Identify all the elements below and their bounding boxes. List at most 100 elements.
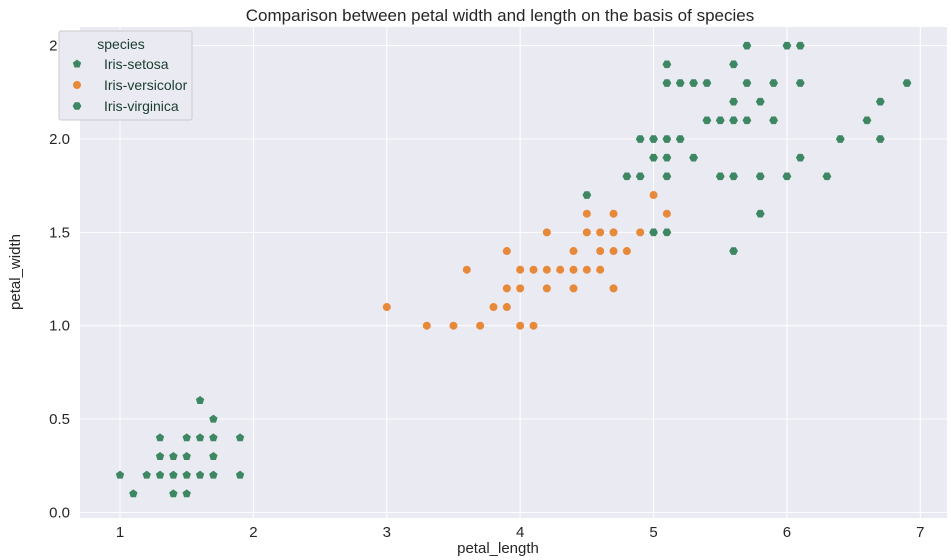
data-point xyxy=(195,433,205,442)
data-point xyxy=(596,247,605,256)
data-point xyxy=(169,489,178,498)
data-point xyxy=(542,228,551,237)
data-point xyxy=(529,265,538,274)
data-point xyxy=(155,470,165,479)
x-tick-label: 4 xyxy=(516,524,524,541)
data-point xyxy=(715,116,725,125)
data-point xyxy=(462,265,471,274)
data-point xyxy=(662,153,672,162)
data-point xyxy=(622,172,632,181)
data-point xyxy=(476,321,485,330)
legend-title: species xyxy=(97,36,144,52)
data-point xyxy=(542,265,551,274)
data-points xyxy=(115,41,912,498)
data-point xyxy=(729,60,738,69)
data-point xyxy=(782,172,792,181)
data-point xyxy=(715,172,725,181)
data-point xyxy=(209,451,218,460)
legend-entries: Iris-setosa Iris-versicolor Iris-virginica xyxy=(72,56,188,114)
data-point xyxy=(542,284,551,293)
data-point xyxy=(195,395,205,404)
data-point xyxy=(795,79,805,87)
data-point xyxy=(662,135,672,143)
data-point xyxy=(516,284,525,293)
data-point xyxy=(182,470,191,479)
y-tick-label: 1.0 xyxy=(49,318,70,335)
data-point xyxy=(662,228,672,237)
data-point xyxy=(729,97,738,106)
x-axis-label: petal_length xyxy=(457,540,539,557)
data-point xyxy=(596,265,605,274)
data-point xyxy=(582,209,591,218)
data-point xyxy=(769,116,778,125)
y-tick-label: 2.0 xyxy=(49,131,70,148)
data-point xyxy=(169,451,178,460)
legend-label: Iris-virginica xyxy=(104,98,179,114)
data-point xyxy=(129,489,138,498)
data-point xyxy=(689,153,698,162)
data-point xyxy=(649,228,658,237)
legend-marker xyxy=(73,81,81,89)
data-point xyxy=(209,414,218,423)
data-point xyxy=(782,41,792,50)
data-point xyxy=(235,470,245,479)
data-point xyxy=(422,321,431,330)
plot-area xyxy=(80,27,947,518)
data-point xyxy=(502,284,511,293)
data-point xyxy=(529,321,538,330)
series-Iris-versicolor xyxy=(382,191,671,330)
data-point xyxy=(182,489,191,498)
data-point xyxy=(209,470,218,479)
data-point xyxy=(875,97,885,106)
series-Iris-setosa xyxy=(115,395,245,498)
data-point xyxy=(169,470,178,479)
data-point xyxy=(649,153,658,162)
data-point xyxy=(822,172,832,181)
data-point xyxy=(795,41,805,50)
y-axis-label: petal_width xyxy=(7,234,24,310)
legend-box xyxy=(58,30,193,121)
data-point xyxy=(556,265,565,274)
data-point xyxy=(755,172,765,181)
data-point xyxy=(649,135,658,143)
data-point xyxy=(516,321,525,330)
data-point xyxy=(742,41,752,50)
legend-label: Iris-versicolor xyxy=(104,77,188,93)
data-point xyxy=(662,172,672,181)
data-point xyxy=(742,79,752,87)
data-point xyxy=(489,303,498,312)
data-point xyxy=(702,79,712,87)
x-tick-label: 3 xyxy=(383,524,391,541)
x-tick-label: 2 xyxy=(249,524,257,541)
data-point xyxy=(636,228,645,237)
series-Iris-virginica xyxy=(582,41,912,255)
data-point xyxy=(729,116,738,125)
x-tick-label: 1 xyxy=(116,524,124,541)
data-point xyxy=(502,303,511,312)
data-point xyxy=(382,303,391,312)
data-point xyxy=(609,247,618,256)
data-point xyxy=(769,79,778,87)
data-point xyxy=(755,97,765,106)
data-point xyxy=(195,470,205,479)
data-point xyxy=(449,321,458,330)
data-point xyxy=(115,470,125,479)
data-point xyxy=(689,79,698,87)
data-point xyxy=(649,191,658,200)
data-point xyxy=(755,209,765,218)
data-point xyxy=(582,191,592,199)
data-point xyxy=(569,265,578,274)
data-point xyxy=(569,284,578,293)
data-point xyxy=(155,451,165,460)
data-point xyxy=(609,228,618,237)
data-point xyxy=(609,209,618,218)
y-tick-label: 0.5 xyxy=(49,411,70,428)
data-point xyxy=(902,79,912,87)
data-point xyxy=(235,433,245,442)
data-point xyxy=(729,247,738,255)
data-point xyxy=(622,247,631,256)
data-point xyxy=(835,135,845,143)
data-point xyxy=(702,116,712,125)
data-point xyxy=(182,451,191,460)
